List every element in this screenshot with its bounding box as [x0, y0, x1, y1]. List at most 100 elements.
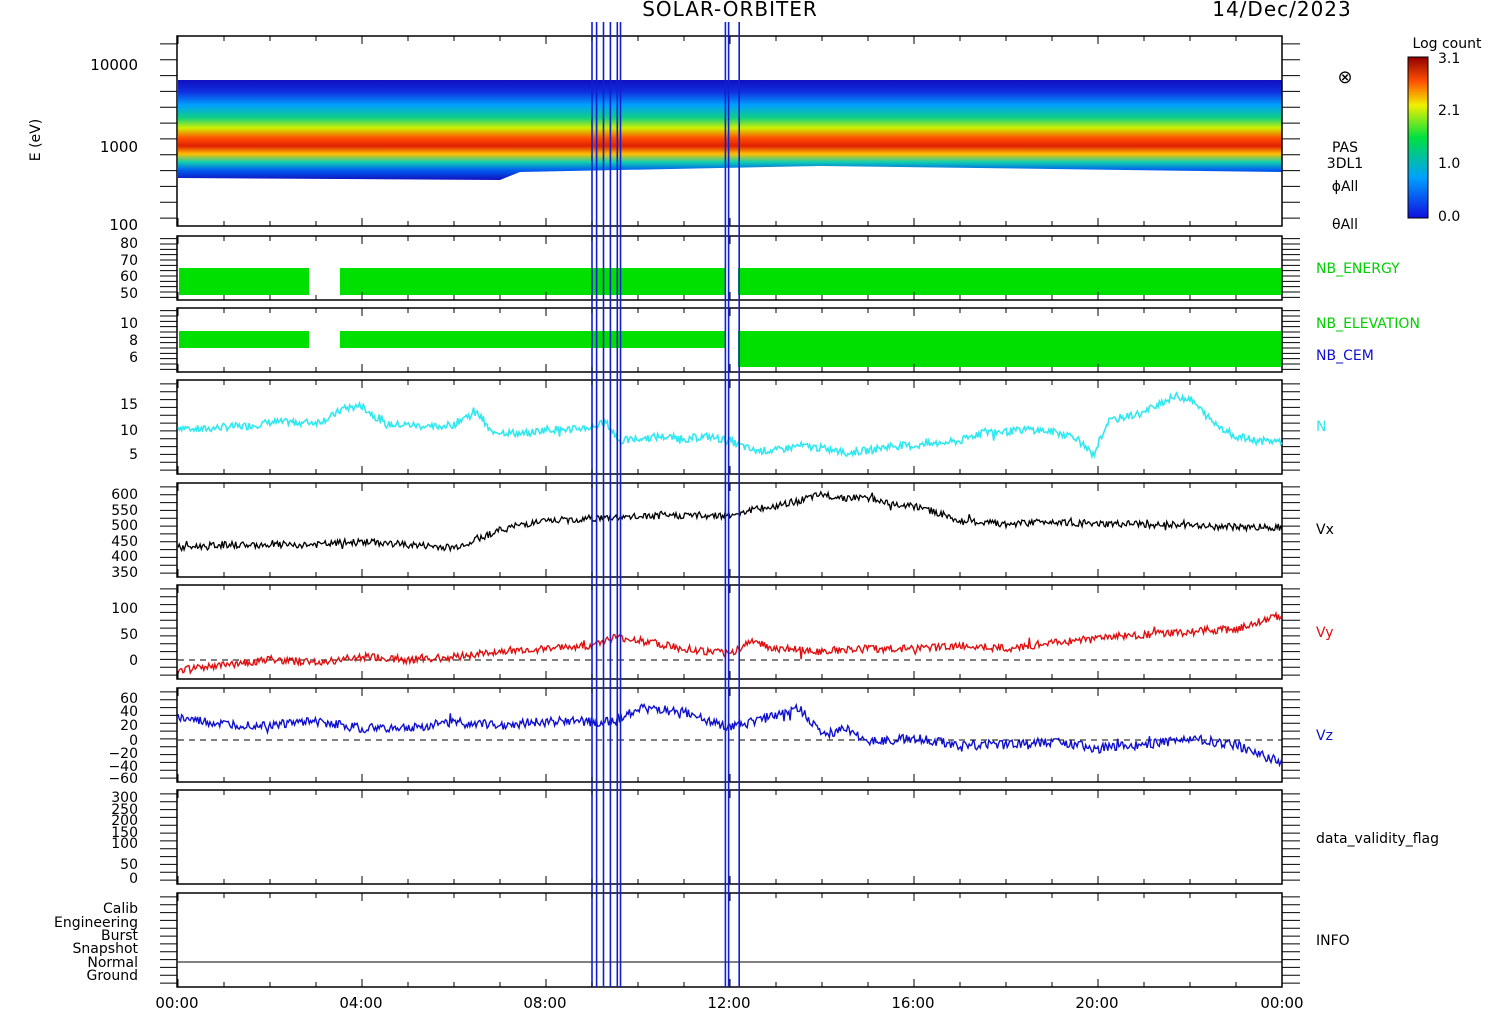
vy-tick-label: 100 — [111, 601, 138, 617]
info-tick-label: Normal — [87, 955, 138, 971]
vx-tick-label: 400 — [111, 549, 138, 565]
colorbar-title: Log count — [1413, 36, 1482, 52]
nb-elevation-fill — [738, 331, 1281, 367]
x-tick-label: 00:00 — [155, 994, 198, 1012]
nb-elevation-tick-label: 8 — [129, 333, 138, 349]
x-tick-label: 20:00 — [1075, 994, 1118, 1012]
nb-energy-fill — [340, 268, 725, 295]
info-tick-label: Engineering — [54, 915, 138, 931]
vx-tick-label: 550 — [111, 503, 138, 519]
vx-panel: 600 550 500 450 400 350 Vx — [111, 482, 1334, 581]
info-tick-label: Ground — [87, 968, 139, 984]
density-side-label: N — [1316, 419, 1326, 435]
x-tick-label: 00:00 — [1260, 994, 1303, 1012]
vz-tick-label: −20 — [108, 746, 138, 762]
x-tick-label: 16:00 — [891, 994, 934, 1012]
colorbar-tick: 3.1 — [1438, 51, 1460, 67]
vy-tick-label: 0 — [129, 653, 138, 669]
event-markers — [591, 22, 741, 987]
nb-elevation-fill — [340, 331, 725, 348]
colorbar-gradient — [1407, 56, 1429, 219]
info-tick-label: Burst — [101, 928, 139, 944]
energy-symbol: ⊗ — [1337, 67, 1352, 88]
plot-date: 14/Dec/2023 — [1212, 0, 1352, 21]
nb-energy-tick-label: 60 — [120, 269, 138, 285]
mission-title: SOLAR-ORBITER — [642, 0, 818, 21]
vy-series-line — [177, 610, 1283, 675]
vz-tick-label: −40 — [108, 759, 138, 775]
nb-elevation-tick-label: 10 — [120, 316, 138, 332]
nb-energy-panel: 80 70 60 50 NB_ENERGY — [120, 235, 1400, 302]
info-tick-label: Calib — [103, 901, 138, 917]
vy-side-label: Vy — [1316, 625, 1334, 641]
vx-tick-label: 600 — [111, 487, 138, 503]
vz-tick-label: −60 — [108, 771, 138, 787]
vz-panel: 60 40 20 0 −20 −40 −60 Vz — [108, 687, 1333, 787]
vz-tick-label: 20 — [120, 718, 138, 734]
vz-series-line — [177, 702, 1283, 768]
validity-tick-label: 300 — [111, 790, 138, 806]
spectrogram-lower-edge — [178, 166, 1282, 226]
vz-tick-label: 40 — [120, 704, 138, 720]
energy-tick-label: 1000 — [100, 138, 138, 156]
nb-elevation-tick-label: 6 — [129, 350, 138, 366]
density-series-line — [177, 391, 1283, 460]
nb-energy-fill — [738, 268, 1281, 295]
validity-panel: 300 250 200 150 100 50 0 data_validity_f… — [111, 789, 1439, 887]
vx-tick-label: 500 — [111, 518, 138, 534]
vx-series-line — [177, 490, 1283, 553]
axis-ticks — [160, 36, 1300, 987]
nb-elevation-fill — [179, 331, 309, 348]
validity-tick-label: 50 — [120, 857, 138, 873]
x-axis: 00:00 04:00 08:00 12:00 16:00 20:00 00:0… — [155, 994, 1303, 1012]
vx-side-label: Vx — [1316, 522, 1334, 538]
x-tick-label: 08:00 — [523, 994, 566, 1012]
info-panel: Calib Engineering Burst Snapshot Normal … — [54, 892, 1350, 988]
validity-tick-label: 250 — [111, 802, 138, 818]
nb-energy-tick-label: 50 — [120, 286, 138, 302]
density-tick-label: 5 — [129, 447, 138, 463]
validity-side-label: data_validity_flag — [1316, 831, 1439, 847]
vx-panel-frame — [176, 482, 1283, 578]
vy-panel: 100 50 0 Vy — [111, 584, 1334, 680]
spectrogram-upper-edge — [178, 36, 1282, 80]
vx-tick-label: 350 — [111, 565, 138, 581]
density-tick-label: 10 — [120, 423, 138, 439]
energy-panel: E (eV) 10000 1000 100 ⊗ PAS 3DL1 ϕAll θA… — [28, 35, 1363, 234]
energy-ylabel: E (eV) — [28, 119, 44, 161]
vz-tick-label: 60 — [120, 691, 138, 707]
energy-side-label: PAS — [1332, 140, 1358, 156]
vz-side-label: Vz — [1316, 728, 1333, 744]
vy-tick-label: 50 — [120, 627, 138, 643]
validity-panel-frame — [176, 789, 1283, 885]
nb-energy-side-label: NB_ENERGY — [1316, 261, 1400, 277]
energy-tick-label: 100 — [109, 216, 138, 234]
colorbar-tick: 0.0 — [1438, 209, 1460, 225]
vz-tick-label: 0 — [129, 733, 138, 749]
info-tick-label: Snapshot — [73, 941, 139, 957]
vx-tick-label: 450 — [111, 534, 138, 550]
info-panel-frame — [176, 892, 1283, 988]
validity-tick-label: 150 — [111, 825, 138, 841]
x-tick-label: 04:00 — [339, 994, 382, 1012]
density-panel: 15 10 5 N — [120, 379, 1326, 475]
density-tick-label: 15 — [120, 397, 138, 413]
colorbar-tick: 2.1 — [1438, 103, 1460, 119]
density-panel-frame — [176, 379, 1283, 475]
nb-energy-tick-label: 80 — [120, 236, 138, 252]
energy-side-label: ϕAll — [1332, 179, 1359, 195]
x-tick-label: 12:00 — [707, 994, 750, 1012]
info-side-label: INFO — [1316, 933, 1350, 949]
nb-elevation-panel: 10 8 6 NB_ELEVATION NB_CEM — [120, 307, 1420, 373]
energy-side-label: θAll — [1332, 217, 1358, 233]
nb-energy-fill — [179, 268, 309, 295]
nb-cem-side-label: NB_CEM — [1316, 348, 1374, 364]
colorbar: Log count 3.1 2.1 1.0 0.0 — [1407, 36, 1482, 225]
validity-tick-label: 0 — [129, 871, 138, 887]
vy-panel-frame — [176, 584, 1283, 680]
nb-energy-tick-label: 70 — [120, 253, 138, 269]
energy-side-label: 3DL1 — [1327, 156, 1363, 172]
validity-tick-label: 100 — [111, 836, 138, 852]
colorbar-tick: 1.0 — [1438, 156, 1460, 172]
